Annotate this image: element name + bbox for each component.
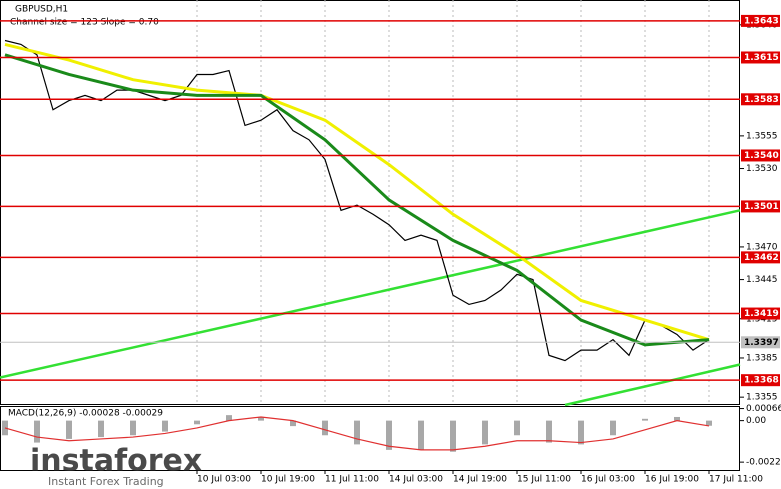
current-price-label-bg: [741, 336, 780, 349]
level-label: 1.3419: [744, 309, 779, 319]
level-label-bg: [741, 251, 780, 264]
level-label: 1.3643: [744, 16, 779, 26]
y-tick-label: 1.3385: [746, 353, 778, 363]
histogram-bar: [354, 420, 360, 445]
level-label: 1.3615: [744, 53, 779, 63]
series-line: [4, 416, 710, 451]
y-tick-label: 1.3530: [746, 164, 778, 174]
level-label-bg: [741, 93, 780, 106]
level-label: 1.3540: [744, 151, 779, 161]
histogram-bar: [706, 420, 712, 426]
y-tick-label: 1.3470: [746, 242, 778, 252]
y-tick-label: -0.00227: [746, 458, 781, 468]
histogram-bar: [386, 420, 392, 450]
histogram-bar: [450, 420, 456, 452]
level-label: 1.3368: [744, 376, 779, 386]
histogram-bar: [610, 420, 616, 436]
trend-line: [0, 209, 741, 379]
histogram-bar: [98, 420, 104, 438]
histogram-bar: [258, 416, 264, 421]
histogram-bar: [546, 420, 552, 443]
series-line: [4, 39, 710, 362]
x-tick-label: 11 Jul 11:00: [325, 475, 379, 485]
histogram-bar: [130, 420, 136, 436]
macd-frame: [0, 406, 740, 471]
histogram-bar: [514, 420, 520, 436]
y-tick-label: 0.00066: [746, 404, 781, 414]
channel-info: Channel size = 123 Slope = 0.70: [10, 18, 159, 28]
histogram-bar: [194, 420, 200, 425]
level-label-bg: [741, 307, 780, 320]
current-price-label: 1.3397: [744, 338, 779, 348]
y-tick-label: 0.00: [746, 416, 766, 426]
x-tick-label: 17 Jul 11:00: [709, 475, 763, 485]
level-label-bg: [741, 374, 780, 387]
histogram-bar: [162, 420, 168, 432]
x-tick-label: 14 Jul 03:00: [389, 475, 443, 485]
y-tick-label: 1.3445: [746, 275, 778, 285]
histogram-bar: [482, 420, 488, 445]
x-tick-label: 16 Jul 19:00: [645, 475, 699, 485]
series-line: [4, 53, 710, 347]
y-tick-label: 1.3355: [746, 393, 778, 403]
histogram-bar: [290, 420, 296, 427]
level-label-bg: [741, 51, 780, 64]
x-tick-label: 10 Jul 03:00: [197, 475, 251, 485]
histogram-bar: [578, 420, 584, 445]
level-label: 1.3501: [744, 202, 779, 212]
x-tick-label: 16 Jul 03:00: [581, 475, 635, 485]
symbol: GBPUSD,H1: [15, 5, 68, 15]
histogram-bar: [226, 415, 232, 421]
level-label: 1.3583: [744, 95, 779, 105]
level-label-bg: [741, 14, 780, 27]
histogram-bar: [418, 420, 424, 450]
series-line: [4, 42, 710, 342]
y-tick-label: 1.3555: [746, 131, 778, 141]
price-frame: [0, 0, 740, 405]
watermark-brand: instaforex: [30, 444, 202, 479]
histogram-bar: [34, 420, 40, 443]
macd-title: MACD(12,26,9) -0.00028 -0.00029: [8, 409, 163, 419]
histogram-bar: [674, 416, 680, 421]
histogram-bar: [322, 420, 328, 436]
x-tick-label: 10 Jul 19:00: [261, 475, 315, 485]
watermark-tagline: Instant Forex Trading: [48, 475, 164, 488]
level-label: 1.3462: [744, 253, 779, 263]
x-tick-label: 15 Jul 11:00: [517, 475, 571, 485]
histogram-bar: [66, 420, 72, 439]
x-tick-label: 14 Jul 19:00: [453, 475, 507, 485]
level-label-bg: [741, 149, 780, 162]
trend-line: [564, 363, 741, 407]
histogram-bar: [642, 418, 648, 421]
level-label-bg: [741, 200, 780, 213]
